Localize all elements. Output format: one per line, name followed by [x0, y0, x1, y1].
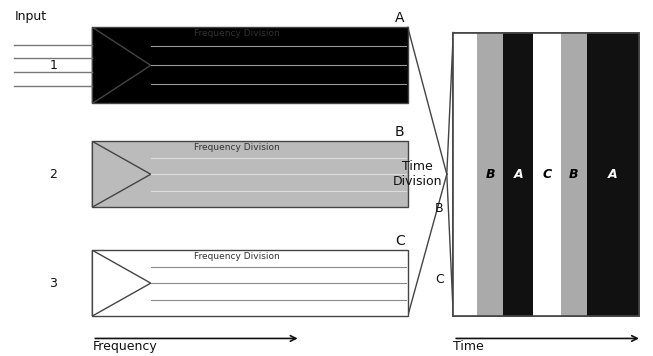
Text: Time
Division: Time Division [393, 160, 442, 188]
Text: B: B [435, 202, 443, 215]
Bar [586, 32, 639, 316]
Bar [453, 32, 639, 316]
Text: Frequency: Frequency [93, 340, 157, 353]
Text: 2: 2 [50, 168, 57, 181]
Polygon shape [93, 27, 151, 103]
Text: A: A [513, 168, 523, 181]
Text: B: B [486, 168, 495, 181]
Text: C: C [542, 168, 551, 181]
Bar [93, 250, 407, 316]
Text: Frequency Division: Frequency Division [194, 30, 280, 38]
Bar [93, 27, 407, 103]
Text: Time: Time [453, 340, 484, 353]
Text: Frequency Division: Frequency Division [194, 143, 280, 152]
Text: A: A [608, 168, 618, 181]
Bar [477, 32, 503, 316]
Text: 1: 1 [50, 59, 57, 72]
Text: 3: 3 [50, 277, 57, 290]
Text: B: B [395, 125, 404, 138]
Polygon shape [93, 141, 151, 207]
Bar [533, 32, 561, 316]
Bar [453, 32, 477, 316]
Bar [561, 32, 586, 316]
Text: C: C [435, 273, 443, 286]
Text: C: C [395, 234, 404, 247]
Polygon shape [93, 250, 151, 316]
Text: A: A [395, 11, 404, 25]
Bar [503, 32, 533, 316]
Bar [93, 141, 407, 207]
Text: Frequency Division: Frequency Division [194, 252, 280, 261]
Text: B: B [569, 168, 579, 181]
Bar [453, 32, 639, 316]
Text: Input: Input [14, 10, 46, 23]
